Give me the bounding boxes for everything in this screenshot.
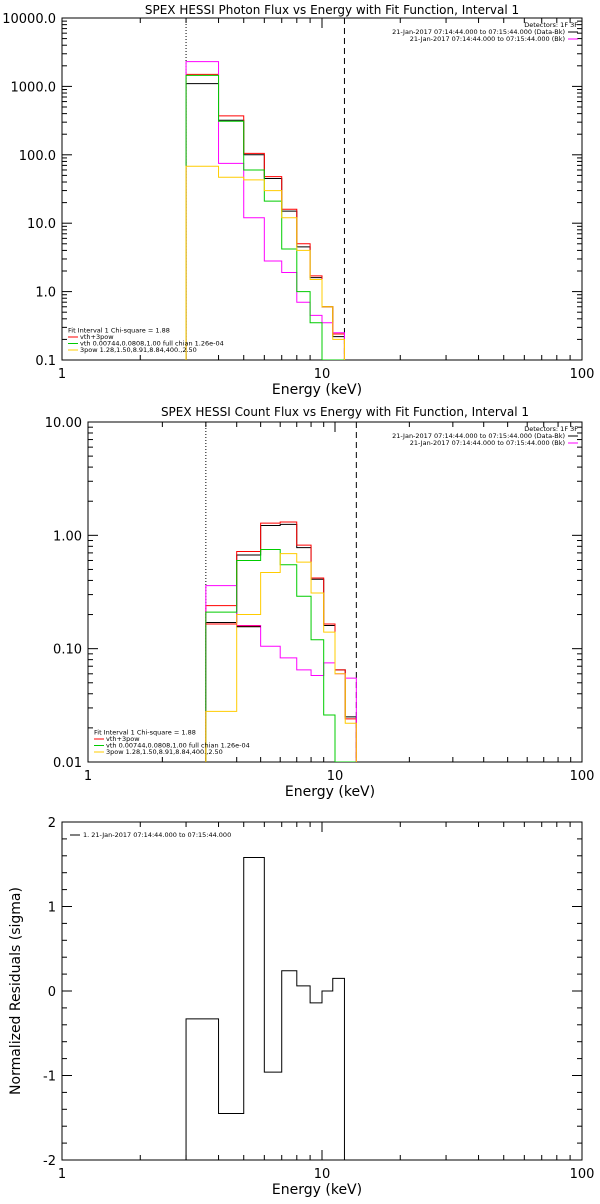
y-axis-label: Normalized Residuals (sigma) xyxy=(8,887,24,1095)
y-tick-label: 1 xyxy=(48,901,56,916)
fit-legend-text: Fit Interval 1 Chi-square = 1.88 xyxy=(68,327,170,335)
fit-legend-text: 3pow 1.28,1.50,8.91,8.84,400.,2.50 xyxy=(80,346,197,354)
plot-area xyxy=(205,422,357,762)
fit-legend-text: vth 0.00744,0.0808,1.00 full chian 1.26e… xyxy=(80,340,224,348)
fit-legend-text: vth 0.00744,0.0808,1.00 full chian 1.26e… xyxy=(106,742,250,750)
x-tick-label: 1 xyxy=(84,769,92,784)
y-tick-label: 100.0 xyxy=(19,149,56,164)
x-tick-label: 100 xyxy=(570,367,595,382)
x-tick-label: 1 xyxy=(58,1167,66,1182)
legend-text: 21-Jan-2017 07:14:44.000 to 07:15:44.000… xyxy=(410,35,565,43)
y-tick-label: 1.00 xyxy=(53,529,82,544)
plot-area xyxy=(185,856,345,1160)
fit-legend-text: vth+3pow xyxy=(106,735,140,743)
series-4-step-line xyxy=(205,548,357,762)
series-2-step-line xyxy=(205,521,357,762)
fit-legend-text: Fit Interval 1 Chi-square = 1.88 xyxy=(94,729,196,737)
series-1-step-line xyxy=(205,523,357,762)
series-5-step-line xyxy=(205,553,357,762)
y-tick-label: 0.1 xyxy=(35,354,56,369)
y-tick-label: 0.01 xyxy=(53,756,82,771)
series-5-step-line xyxy=(185,165,345,360)
axis-ticks xyxy=(87,422,582,763)
x-tick-label: 10 xyxy=(314,367,331,382)
residual-legend-text: 1. 21-Jan-2017 07:14:44.000 to 07:15:44.… xyxy=(83,831,231,839)
series-1-step-line xyxy=(185,856,345,1160)
y-tick-label: 0 xyxy=(48,985,56,1000)
chart-panel-3: 1 10 100 Energy (keV) -2 -1 0 1 2 Normalized Resi… xyxy=(8,816,594,1198)
legend-text: 21-Jan-2017 07:14:44.000 to 07:15:44.000… xyxy=(392,28,565,36)
x-axis-label: Energy (keV) xyxy=(272,1182,362,1198)
legend-text: 21-Jan-2017 07:14:44.000 to 07:15:44.000… xyxy=(410,439,565,447)
y-tick-label: 10.00 xyxy=(45,416,82,431)
y-tick-label: -1 xyxy=(43,1070,56,1085)
chart-panel-1: SPEX HESSI Photon Flux vs Energy with Fi… xyxy=(2,3,594,398)
legend-text: 21-Jan-2017 07:14:44.000 to 07:15:44.000… xyxy=(392,432,565,440)
series-2-step-line xyxy=(185,73,345,360)
plot-area xyxy=(185,18,345,360)
x-tick-label: 100 xyxy=(570,769,595,784)
plot-frame xyxy=(87,421,583,763)
x-axis-label: Energy (keV) xyxy=(272,382,362,398)
series-4-step-line xyxy=(185,74,345,360)
x-axis-label: Energy (keV) xyxy=(285,784,375,800)
x-tick-label: 10 xyxy=(314,1167,331,1182)
y-tick-label: 10.0 xyxy=(27,217,56,232)
y-tick-label: 2 xyxy=(48,816,56,831)
y-tick-label: 1000.0 xyxy=(11,80,57,95)
x-tick-label: 1 xyxy=(58,367,66,382)
chart-title: SPEX HESSI Count Flux vs Energy with Fit… xyxy=(161,405,529,419)
y-tick-label: 1.0 xyxy=(35,286,56,301)
x-tick-label: 10 xyxy=(327,769,344,784)
y-tick-label: -2 xyxy=(43,1154,56,1169)
legend-text: Detectors: 1F 3F xyxy=(524,425,578,433)
plot-frame xyxy=(61,17,583,361)
y-tick-label: 0.10 xyxy=(53,643,82,658)
chart-title: SPEX HESSI Photon Flux vs Energy with Fi… xyxy=(145,3,519,17)
axis-ticks xyxy=(61,821,582,1161)
series-1-step-line xyxy=(185,83,345,360)
axis-ticks xyxy=(61,18,582,361)
y-tick-label: 10000.0 xyxy=(2,12,56,27)
legend-text: Detectors: 1F 3F xyxy=(524,21,578,29)
x-tick-label: 100 xyxy=(570,1167,595,1182)
fit-legend-text: 3pow 1.28,1.50,8.91,8.84,400.,2.50 xyxy=(106,748,223,756)
fit-legend-text: vth+3pow xyxy=(80,333,114,341)
series-3-step-line xyxy=(185,61,345,360)
chart-panel-2: SPEX HESSI Count Flux vs Energy with Fit… xyxy=(45,405,595,800)
